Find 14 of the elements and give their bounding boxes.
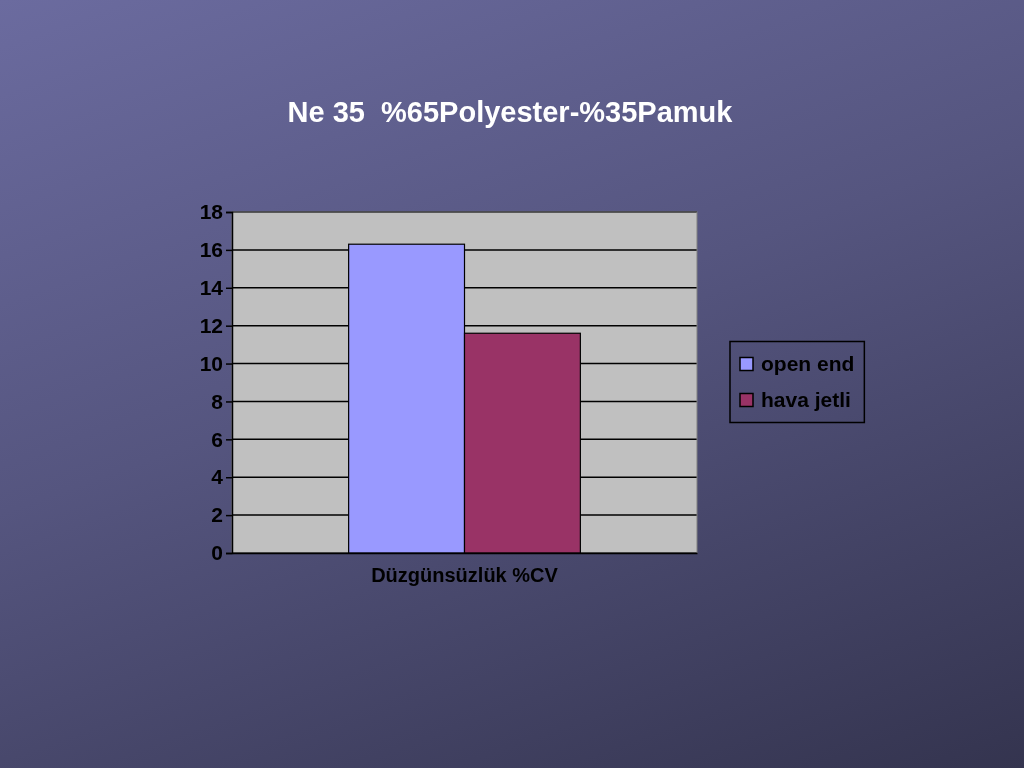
y-tick-label: 18 [199, 200, 224, 224]
y-tick-label: 12 [199, 313, 223, 337]
y-tick-label: 0 [211, 541, 223, 565]
y-tick-label: 4 [211, 465, 224, 489]
y-tick-label: 6 [211, 427, 223, 451]
x-tick-label: Düzgünsüzlük %CV [371, 564, 559, 586]
legend-label: open end [761, 351, 855, 375]
legend-label: hava jetli [761, 387, 851, 411]
chart-title: Ne 35 %65Polyester-%35Pamuk [287, 96, 734, 128]
y-tick-label: 2 [211, 503, 223, 527]
y-tick-label: 14 [199, 276, 224, 299]
y-tick-label: 16 [199, 238, 223, 262]
y-tick-label: 10 [199, 351, 223, 375]
y-tick-label: 8 [211, 389, 224, 413]
